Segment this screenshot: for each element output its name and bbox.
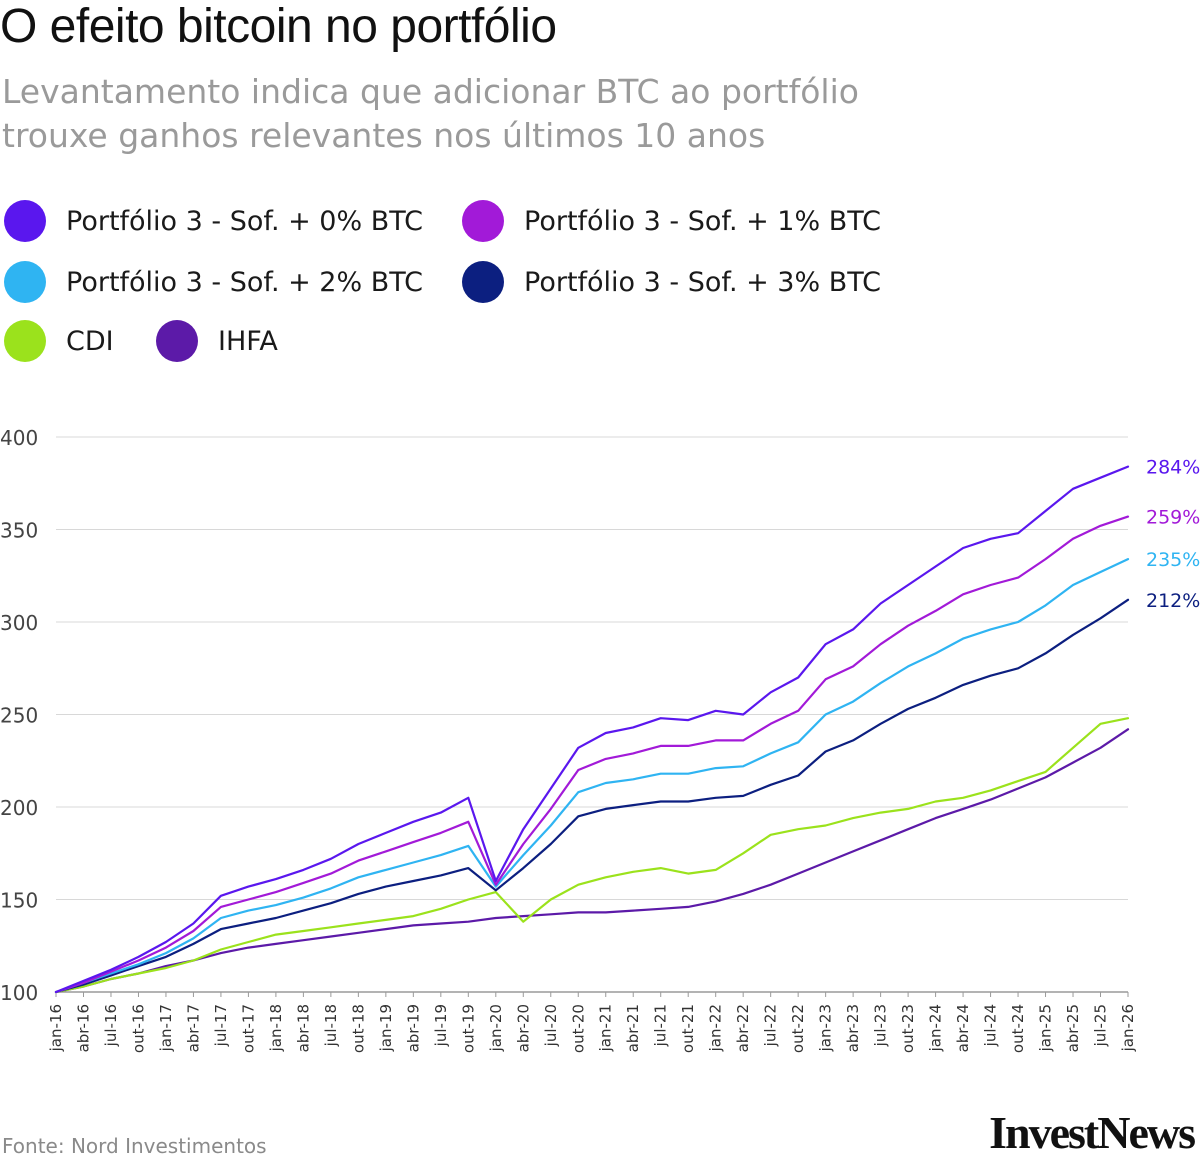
x-tick-label: abr-17 bbox=[184, 1004, 202, 1052]
chart-title: O efeito bitcoin no portfólio bbox=[0, 0, 557, 53]
x-tick-label: abr-19 bbox=[404, 1004, 422, 1052]
legend-swatch-0 bbox=[4, 200, 46, 242]
legend-swatch-2 bbox=[4, 261, 46, 303]
series-line-2 bbox=[54, 558, 1130, 994]
legend-swatch-4 bbox=[4, 320, 46, 362]
x-tick-label: jan-19 bbox=[377, 1004, 395, 1052]
end-label-0: 284% bbox=[1146, 457, 1200, 479]
legend-item-4: CDI bbox=[4, 318, 114, 364]
x-tick-label: jul-17 bbox=[212, 1004, 230, 1047]
legend-item-5: IHFA bbox=[156, 318, 278, 364]
legend-label-0: Portfólio 3 - Sof. + 0% BTC bbox=[66, 205, 424, 237]
series-line-4 bbox=[54, 717, 1130, 994]
x-tick-label: abr-21 bbox=[624, 1004, 642, 1052]
legend-label-3: Portfólio 3 - Sof. + 3% BTC bbox=[524, 266, 882, 298]
legend-swatch-5 bbox=[156, 320, 198, 362]
x-tick-label: jul-19 bbox=[432, 1004, 450, 1047]
series-line-0 bbox=[54, 465, 1130, 994]
y-tick-label: 400 bbox=[0, 426, 38, 450]
line-chart: 100 150 200 250 300 350 400 jan-16 abr-16 jul-16 o… bbox=[0, 426, 1200, 1053]
x-tick-label: jan-24 bbox=[927, 1004, 945, 1052]
x-tick-label: abr-22 bbox=[734, 1004, 752, 1052]
y-tick-label: 250 bbox=[0, 704, 38, 728]
x-tick-label: jan-17 bbox=[157, 1004, 175, 1052]
x-tick-label: abr-18 bbox=[294, 1004, 312, 1052]
x-tick-label: jul-25 bbox=[1092, 1004, 1110, 1047]
x-tick-label: out-23 bbox=[899, 1004, 917, 1053]
x-tick-label: out-16 bbox=[129, 1004, 147, 1053]
x-tick-label: jul-22 bbox=[762, 1004, 780, 1047]
x-tick-label: jan-26 bbox=[1119, 1004, 1137, 1052]
x-tick-label: jul-20 bbox=[542, 1004, 560, 1047]
x-tick-label: jan-16 bbox=[47, 1004, 65, 1052]
x-tick-label: abr-23 bbox=[844, 1004, 862, 1052]
y-tick-label: 300 bbox=[0, 611, 38, 635]
x-tick-label: jan-20 bbox=[487, 1004, 505, 1052]
legend-label-4: CDI bbox=[66, 325, 114, 357]
legend-item-2: Portfólio 3 - Sof. + 2% BTC bbox=[4, 259, 423, 305]
end-label-3: 212% bbox=[1146, 590, 1200, 612]
x-tick-label: out-22 bbox=[789, 1004, 807, 1053]
x-tick-label: out-24 bbox=[1009, 1004, 1027, 1053]
y-tick-label: 150 bbox=[0, 889, 38, 913]
legend-item-3: Portfólio 3 - Sof. + 3% BTC bbox=[462, 259, 881, 305]
legend-item-0: Portfólio 3 - Sof. + 0% BTC bbox=[4, 198, 423, 244]
x-tick-label: jan-25 bbox=[1037, 1004, 1055, 1052]
x-tick-label: abr-25 bbox=[1064, 1004, 1082, 1052]
source-note: Fonte: Nord Investimentos bbox=[2, 1134, 267, 1158]
x-tick-label: out-17 bbox=[239, 1004, 257, 1053]
x-tick-label: jan-18 bbox=[267, 1004, 285, 1052]
series-line-5 bbox=[54, 728, 1130, 994]
legend-swatch-3 bbox=[462, 261, 504, 303]
y-tick-label: 350 bbox=[0, 519, 38, 543]
brand-logo: InvestNews bbox=[989, 1107, 1196, 1158]
legend-label-2: Portfólio 3 - Sof. + 2% BTC bbox=[66, 266, 424, 298]
x-tick-label: jul-21 bbox=[652, 1004, 670, 1047]
x-tick-label: abr-20 bbox=[514, 1004, 532, 1052]
x-tick-label: jul-24 bbox=[982, 1004, 1000, 1047]
x-tick-label: jan-22 bbox=[707, 1004, 725, 1052]
x-tick-label: jul-18 bbox=[322, 1004, 340, 1047]
y-tick-label: 100 bbox=[0, 981, 38, 1005]
x-tick-label: out-18 bbox=[349, 1004, 367, 1053]
x-tick-label: abr-16 bbox=[74, 1004, 92, 1052]
legend-label-1: Portfólio 3 - Sof. + 1% BTC bbox=[524, 205, 882, 237]
legend-item-1: Portfólio 3 - Sof. + 1% BTC bbox=[462, 198, 881, 244]
x-tick-label: abr-24 bbox=[954, 1004, 972, 1052]
end-label-1: 259% bbox=[1146, 507, 1200, 529]
end-label-2: 235% bbox=[1146, 549, 1200, 571]
y-tick-label: 200 bbox=[0, 796, 38, 820]
chart-subtitle: Levantamento indica que adicionar BTC ao… bbox=[2, 72, 859, 155]
legend-label-5: IHFA bbox=[218, 325, 278, 357]
x-tick-label: jan-23 bbox=[817, 1004, 835, 1052]
x-tick-label: out-19 bbox=[459, 1004, 477, 1053]
x-tick-label: jul-23 bbox=[872, 1004, 890, 1047]
legend-swatch-1 bbox=[462, 200, 504, 242]
x-tick-label: out-21 bbox=[679, 1004, 697, 1053]
x-tick-label: jul-16 bbox=[102, 1004, 120, 1047]
series-line-1 bbox=[54, 515, 1130, 994]
x-tick-label: out-20 bbox=[569, 1004, 587, 1053]
series-line-3 bbox=[54, 598, 1130, 994]
x-tick-label: jan-21 bbox=[597, 1004, 615, 1052]
